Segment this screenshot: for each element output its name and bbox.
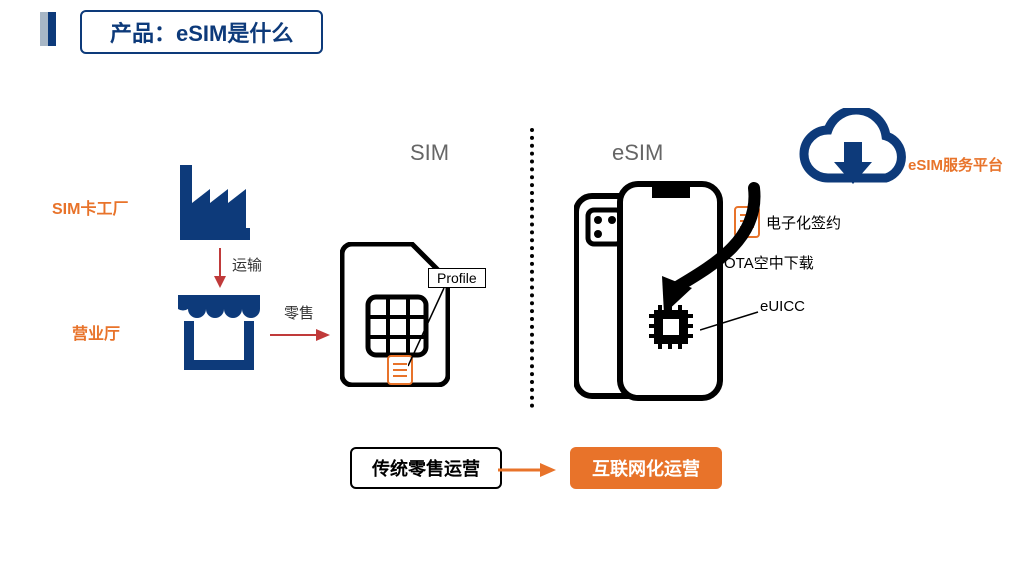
euicc-label: eUICC: [760, 298, 805, 315]
transport-label: 运输: [232, 254, 262, 275]
profile-label: Profile: [428, 268, 486, 288]
factory-label: SIM卡工厂: [52, 195, 128, 219]
traditional-box: 传统零售运营: [350, 447, 502, 489]
esim-heading: eSIM: [612, 140, 663, 166]
cloud-label: eSIM服务平台: [908, 154, 1003, 175]
factory-icon: [180, 165, 260, 240]
store-label: 营业厅: [72, 320, 120, 344]
header-accent: [40, 12, 56, 46]
profile-callout-line: [408, 278, 458, 368]
download-curve-arrow: [642, 180, 772, 330]
bottom-arrow: [498, 461, 556, 479]
sim-heading: SIM: [410, 140, 449, 166]
retail-label: 零售: [284, 302, 314, 323]
internet-box: 互联网化运营: [570, 447, 722, 489]
transport-arrow: [211, 248, 229, 288]
contract-label: 电子化签约: [766, 212, 841, 233]
retail-arrow: [270, 326, 330, 344]
divider-dotted: [530, 128, 534, 408]
cloud-download-icon: [790, 108, 910, 194]
euicc-callout-line: [700, 310, 760, 340]
store-icon: [178, 295, 260, 370]
page-title: 产品：eSIM是什么: [80, 10, 323, 54]
